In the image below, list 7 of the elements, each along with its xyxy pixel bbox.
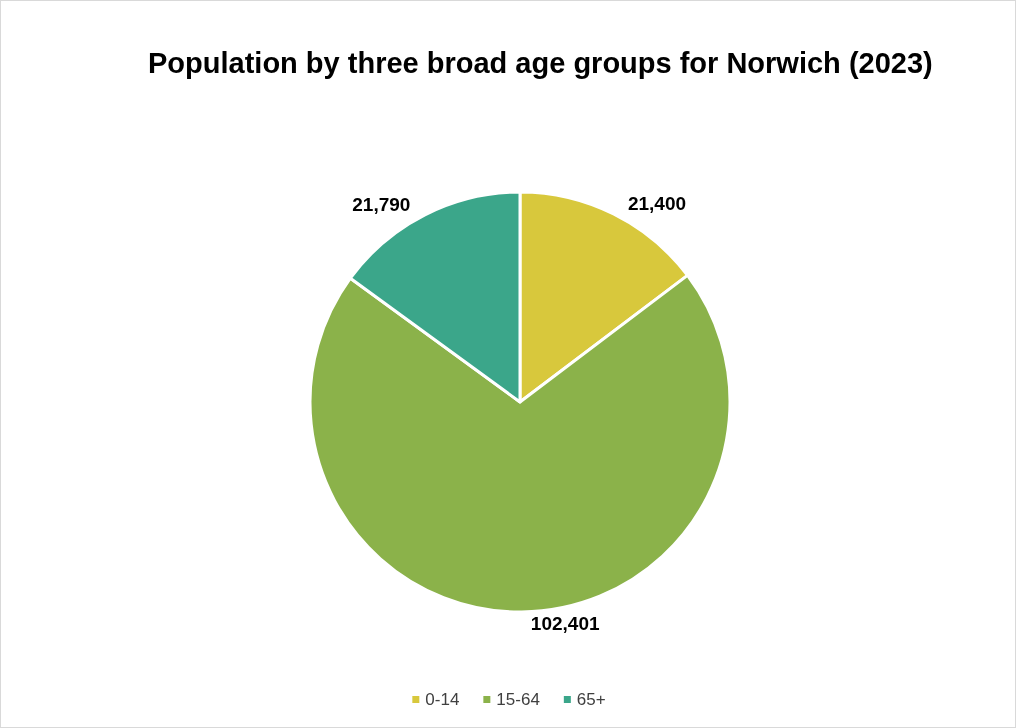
chart-title: Population by three broad age groups for Norwich (2023) xyxy=(148,47,933,79)
legend-label: 65+ xyxy=(576,690,606,709)
data-label: 102,401 xyxy=(530,613,600,635)
legend-label: 0-14 xyxy=(425,690,460,709)
data-label: 21,400 xyxy=(627,192,687,214)
data-label: 21,790 xyxy=(352,193,411,215)
legend-label: 15-64 xyxy=(496,690,540,709)
